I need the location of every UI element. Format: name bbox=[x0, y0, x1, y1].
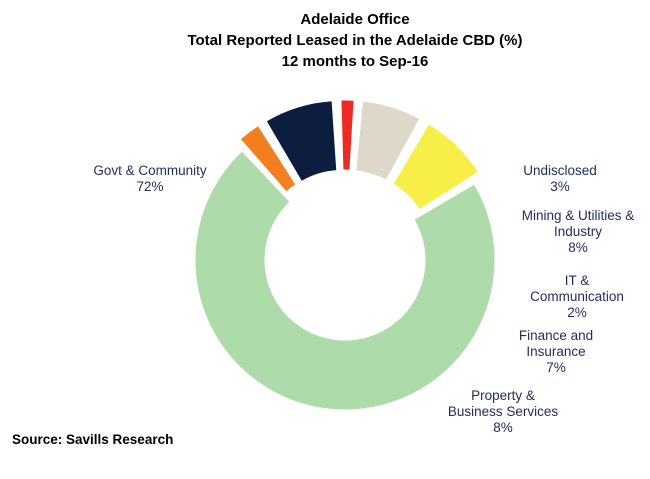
slice-category-label: Insurance bbox=[526, 344, 585, 359]
donut-slice bbox=[355, 100, 421, 181]
slice-category-label: Undisclosed bbox=[523, 163, 597, 178]
slice-category-label: Business Services bbox=[448, 404, 559, 419]
chart-title-line: Total Reported Leased in the Adelaide CB… bbox=[187, 32, 522, 49]
slice-value-label: 8% bbox=[568, 240, 588, 255]
donut-slice bbox=[239, 124, 297, 193]
donut-slice bbox=[265, 100, 338, 183]
chart-title-line: 12 months to Sep-16 bbox=[282, 53, 429, 70]
source-note: Source: Savills Research bbox=[12, 432, 173, 447]
slice-value-label: 2% bbox=[567, 305, 587, 320]
slice-category-label: Communication bbox=[530, 289, 624, 304]
slice-category-label: IT & bbox=[565, 273, 590, 288]
slice-category-label: Govt & Community bbox=[93, 163, 207, 178]
chart-title-line: Adelaide Office bbox=[300, 11, 409, 28]
slice-value-label: 7% bbox=[546, 360, 566, 375]
donut-slice bbox=[392, 123, 480, 211]
slice-category-label: Mining & Utilities & bbox=[522, 208, 635, 223]
slice-value-label: 8% bbox=[493, 420, 513, 435]
slice-category-label: Industry bbox=[554, 224, 602, 239]
donut-slice bbox=[194, 150, 496, 411]
slice-category-label: Finance and bbox=[519, 328, 593, 343]
slice-value-label: 72% bbox=[136, 179, 163, 194]
slice-category-label: Property & bbox=[471, 388, 535, 403]
donut-slices bbox=[194, 99, 496, 411]
slice-value-label: 3% bbox=[550, 179, 570, 194]
donut-slice bbox=[340, 99, 355, 171]
chart-title: Adelaide Office Total Reported Leased in … bbox=[187, 11, 522, 70]
